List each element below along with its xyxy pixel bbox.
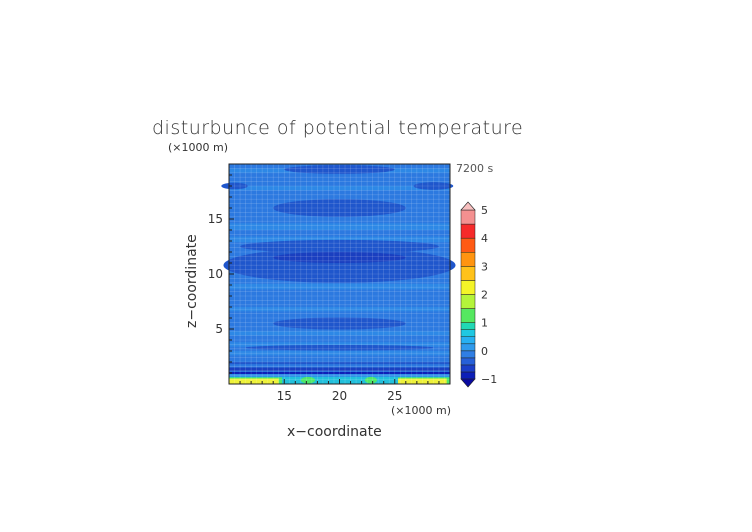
light-band-1 bbox=[229, 186, 450, 191]
y-tick-label: 15 bbox=[208, 212, 223, 226]
y-axis-ticks: 5 10 15 bbox=[208, 174, 234, 374]
colorbar-level-6 bbox=[460, 329, 476, 338]
x-axis-ticks: 15 20 25 bbox=[239, 379, 440, 403]
dark-cell-2 bbox=[413, 182, 454, 190]
dark-cell-1 bbox=[221, 182, 248, 190]
colorbar-under-triangle bbox=[460, 378, 476, 388]
colorbar-level-5 bbox=[460, 336, 476, 345]
stripe-low-2 bbox=[229, 367, 450, 371]
colorbar-level-7 bbox=[460, 322, 476, 330]
chart-title: disturbunce of potential temperature bbox=[152, 117, 523, 139]
surface-green-cell-0 bbox=[300, 376, 316, 384]
colorbar-level-0 bbox=[460, 371, 476, 380]
light-band-2 bbox=[229, 223, 450, 230]
dark-cell-0 bbox=[284, 165, 395, 174]
light-band-3 bbox=[229, 236, 450, 243]
colorbar-level-13 bbox=[460, 237, 476, 253]
x-tick-label: 20 bbox=[332, 389, 347, 403]
dark-cell-8 bbox=[245, 344, 434, 351]
dark-cell-6 bbox=[273, 252, 406, 263]
time-label: 7200 s bbox=[456, 162, 493, 175]
y-axis-label: z−coordinate bbox=[184, 234, 200, 328]
light-band-6 bbox=[229, 331, 450, 336]
x-tick-label: 25 bbox=[387, 389, 402, 403]
light-band-8 bbox=[229, 351, 450, 356]
colorbar-level-14 bbox=[460, 223, 476, 239]
colorbar-tick-label: 0 bbox=[481, 345, 488, 358]
colorbar-tick-label: 1 bbox=[481, 317, 488, 330]
colorbar-tick-label: −1 bbox=[481, 373, 497, 386]
colorbar-tick-label: 5 bbox=[481, 204, 488, 217]
y-tick-label: 10 bbox=[208, 267, 223, 281]
stripe-low-1 bbox=[229, 362, 450, 365]
colorbar-level-3 bbox=[460, 350, 476, 359]
colorbar-level-12 bbox=[460, 252, 476, 267]
surface-green-cell-1 bbox=[364, 376, 378, 384]
dark-cell-7 bbox=[273, 317, 406, 330]
colorbar-level-2 bbox=[460, 357, 476, 366]
colorbar-level-11 bbox=[460, 266, 476, 281]
colorbar-level-1 bbox=[460, 364, 476, 373]
colorbar-tick-label: 4 bbox=[481, 232, 488, 245]
light-band-7 bbox=[229, 342, 450, 347]
colorbar-level-15 bbox=[460, 209, 476, 225]
colorbar-level-8 bbox=[460, 308, 476, 323]
y-axis-unit: (×1000 m) bbox=[168, 141, 228, 154]
colorbar-over-triangle bbox=[460, 201, 476, 211]
light-band-4 bbox=[229, 283, 450, 290]
surface-yellow-1 bbox=[398, 378, 447, 384]
colorbar-level-4 bbox=[460, 343, 476, 352]
x-tick-label: 15 bbox=[277, 389, 292, 403]
grid-lines bbox=[229, 164, 450, 384]
x-axis-label: x−coordinate bbox=[287, 424, 382, 440]
x-axis-unit: (×1000 m) bbox=[391, 404, 451, 417]
colorbar-tick-label: 3 bbox=[481, 260, 488, 273]
colorbar: −1 0 1 2 3 4 5 bbox=[460, 201, 497, 388]
dark-cell-3 bbox=[273, 199, 406, 217]
contour-field bbox=[221, 164, 456, 384]
colorbar-tick-label: 2 bbox=[481, 289, 488, 302]
stripe-low-4 bbox=[229, 374, 450, 377]
surface-yellow-0 bbox=[229, 378, 279, 384]
colorbar-level-10 bbox=[460, 280, 476, 295]
colorbar-level-9 bbox=[460, 294, 476, 309]
stripe-low-3 bbox=[229, 371, 450, 375]
light-band-5 bbox=[229, 307, 450, 312]
y-tick-label: 5 bbox=[215, 322, 223, 336]
